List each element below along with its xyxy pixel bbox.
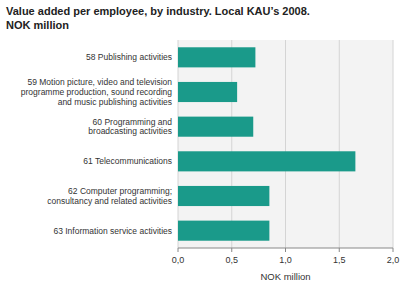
x-tick	[178, 248, 179, 252]
x-tick	[393, 248, 394, 252]
x-tick	[339, 248, 340, 252]
bars	[178, 47, 355, 240]
category-label-line: 61 Telecommunications	[83, 156, 172, 166]
category-label-line: 62 Computer programming;	[68, 186, 172, 196]
category-label-line: and music publishing activities	[58, 97, 172, 107]
x-tick	[231, 248, 232, 252]
category-label-line: consultancy and related activities	[47, 196, 172, 206]
subtitle: NOK million	[6, 19, 69, 31]
bar	[178, 47, 255, 67]
x-tick-label: 1,0	[279, 255, 292, 265]
x-tick	[285, 248, 286, 252]
bar	[178, 221, 269, 241]
category-label: 58 Publishing activities	[86, 52, 172, 62]
category-label-line: 58 Publishing activities	[86, 52, 172, 62]
bar	[178, 151, 355, 171]
grid-line	[178, 40, 179, 248]
x-axis-label: NOK million	[260, 271, 310, 282]
chart-container: Value added per employee, by industry. L…	[0, 0, 407, 289]
category-label: 63 Information service activities	[53, 226, 172, 236]
grid-line	[393, 40, 394, 248]
x-tick-label: 0,5	[225, 255, 238, 265]
category-label-line: 60 Programming and	[93, 117, 173, 127]
category-label-line: 63 Information service activities	[53, 226, 172, 236]
x-tick-label: 2,0	[387, 255, 400, 265]
category-label: 62 Computer programming;consultancy and …	[47, 186, 172, 206]
category-label: 59 Motion picture, video and televisionp…	[21, 77, 172, 106]
category-label-line: 59 Motion picture, video and television	[27, 77, 172, 87]
category-label-line: programme production, sound recording	[21, 87, 172, 97]
chart-svg: Value added per employee, by industry. L…	[0, 0, 407, 289]
grid-line	[339, 40, 340, 248]
category-label-line: broadcasting activities	[88, 126, 172, 136]
grid-line	[285, 40, 286, 248]
category-label: 60 Programming andbroadcasting activitie…	[88, 117, 172, 137]
x-tick-label: 1,5	[333, 255, 346, 265]
category-label: 61 Telecommunications	[83, 156, 172, 166]
title: Value added per employee, by industry. L…	[6, 5, 310, 17]
bar	[178, 82, 237, 102]
grid-line	[231, 40, 232, 248]
bar	[178, 186, 269, 206]
bar	[178, 117, 253, 137]
plot-background	[178, 40, 393, 248]
x-tick-label: 0,0	[172, 255, 185, 265]
